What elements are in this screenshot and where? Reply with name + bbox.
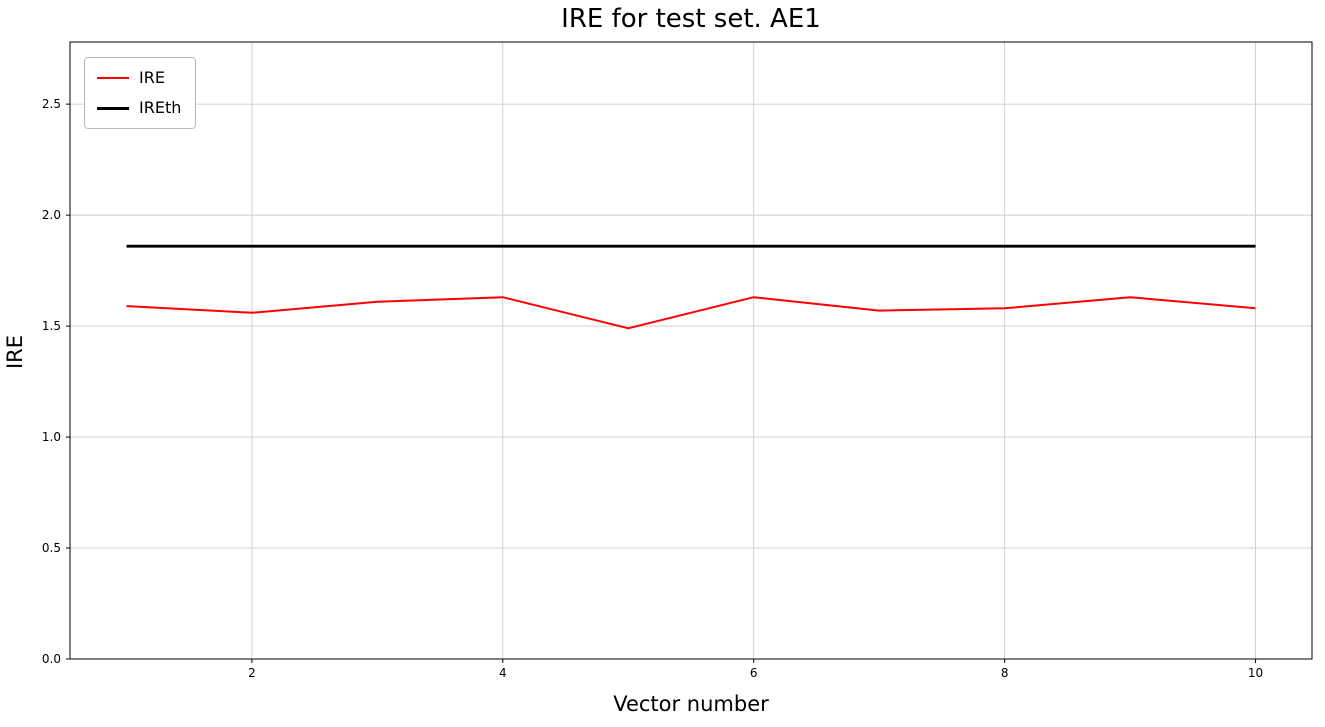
svg-text:0.5: 0.5 bbox=[42, 541, 61, 555]
svg-text:8: 8 bbox=[1001, 666, 1009, 680]
svg-text:6: 6 bbox=[750, 666, 758, 680]
svg-text:4: 4 bbox=[499, 666, 507, 680]
svg-text:1.0: 1.0 bbox=[42, 430, 61, 444]
legend-label-ire: IRE bbox=[139, 68, 165, 87]
svg-text:2: 2 bbox=[248, 666, 256, 680]
svg-text:1.5: 1.5 bbox=[42, 319, 61, 333]
legend-item-ire: IRE bbox=[97, 66, 181, 90]
svg-text:10: 10 bbox=[1248, 666, 1263, 680]
svg-text:2.0: 2.0 bbox=[42, 208, 61, 222]
x-axis-label: Vector number bbox=[613, 692, 769, 716]
y-axis-label: IRE bbox=[3, 334, 27, 370]
legend-label-ireth: IREth bbox=[139, 98, 182, 117]
ire-line-swatch bbox=[97, 77, 129, 79]
chart-title: IRE for test set. AE1 bbox=[561, 4, 821, 34]
legend: IRE IREth bbox=[84, 57, 197, 129]
svg-text:0.0: 0.0 bbox=[42, 652, 61, 666]
legend-item-ireth: IREth bbox=[97, 96, 181, 120]
svg-text:2.5: 2.5 bbox=[42, 97, 61, 111]
ireth-line-swatch bbox=[97, 106, 129, 110]
